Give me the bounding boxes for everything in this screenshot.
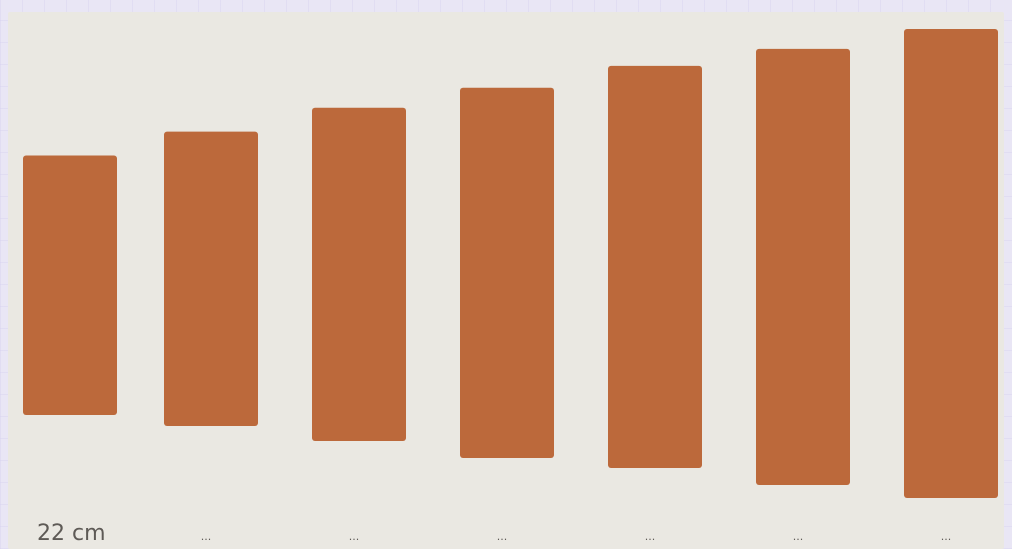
bar-2 (164, 131, 258, 426)
category-label-5: ... (645, 530, 656, 543)
category-label-6: ... (793, 530, 804, 543)
bar-6 (756, 48, 850, 486)
bar-1 (23, 155, 117, 415)
category-label-2: ... (201, 530, 212, 543)
category-label-3: ... (349, 530, 360, 543)
bar-3 (312, 107, 406, 442)
bars-group (23, 29, 998, 498)
labels-group: 22 cm.................. (37, 521, 951, 546)
category-label-4: ... (497, 530, 508, 543)
category-label-7: ... (941, 530, 952, 543)
category-label-1: 22 cm (37, 521, 106, 546)
bar-5 (608, 65, 702, 468)
bar-7 (904, 29, 998, 498)
bar-4 (460, 87, 554, 458)
